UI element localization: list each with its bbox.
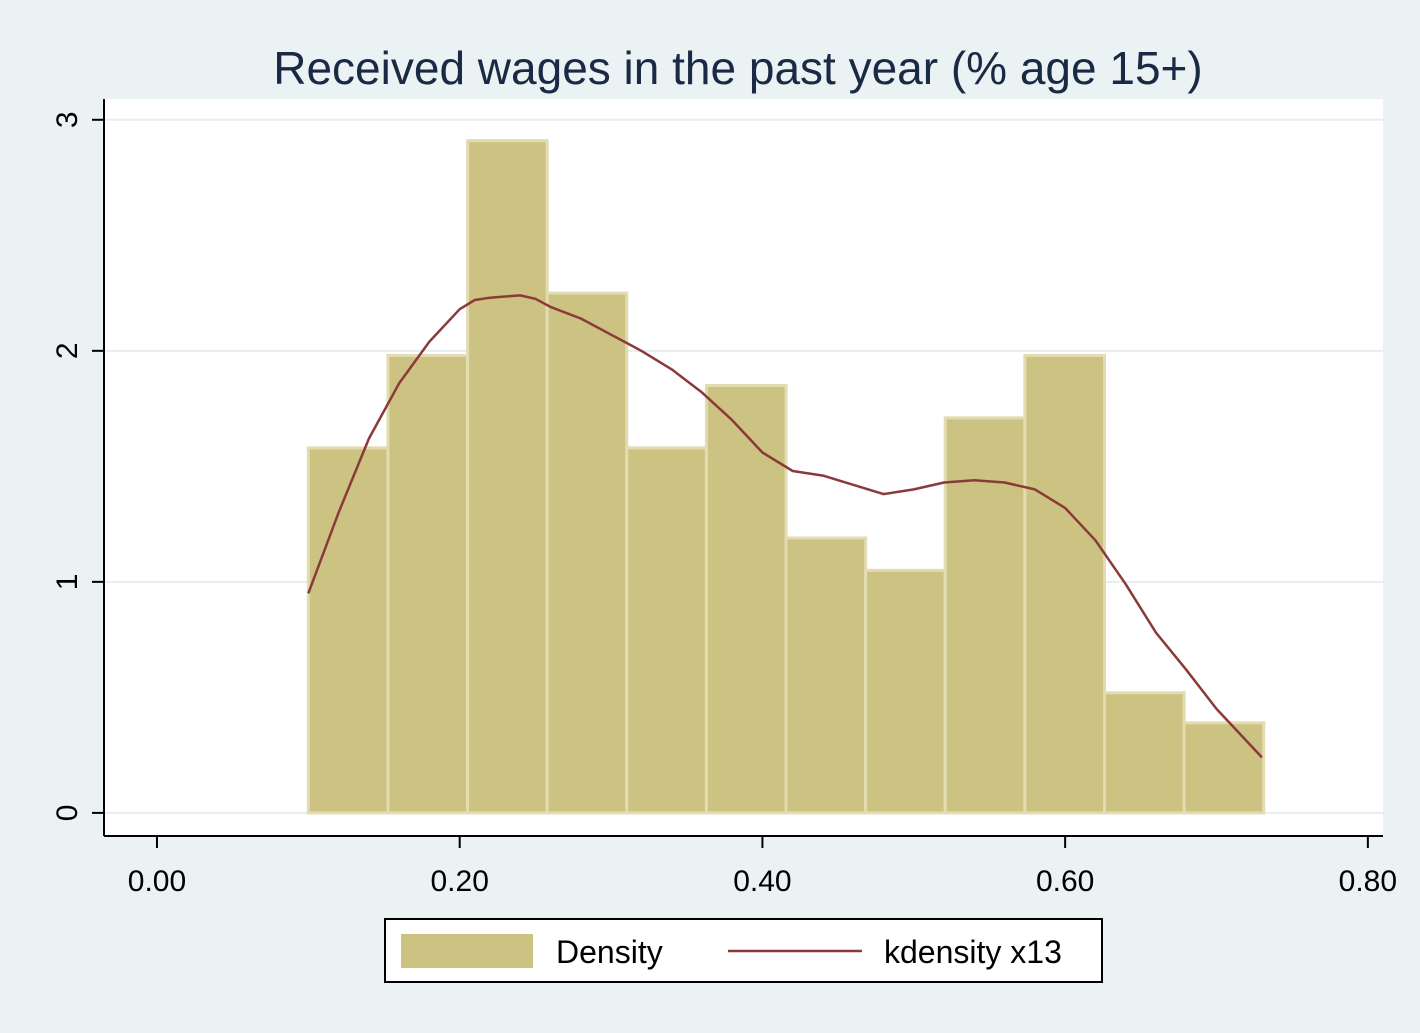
x-axis-ticks: 0.00 0.20 0.40 0.60 0.80 [128,836,1397,898]
kdensity-line-group [307,294,1263,759]
legend: Density kdensity x13 [384,918,1103,983]
x-tick-label-3: 0.60 [1036,865,1094,898]
kdensity-line [307,294,1263,759]
x-tick-label-4: 0.80 [1339,865,1397,898]
y-tick-label-1: 1 [51,574,84,591]
histogram-bar-5 [704,383,788,815]
y-tick-label-3: 3 [51,111,84,128]
y-axis-ticks: 0 1 2 3 [51,111,104,821]
histogram-bar-1 [386,353,470,815]
legend-density-swatch [401,934,533,968]
histogram-bar-8 [943,416,1027,815]
histogram-bar-2 [466,139,549,815]
histogram-bar-6 [784,536,868,815]
legend-kdensity-label: kdensity x13 [884,934,1062,970]
histogram-bar-3 [545,291,629,815]
y-tick-label-2: 2 [51,342,84,359]
histogram-bar-11 [1182,721,1266,815]
x-tick-label-2: 0.40 [733,865,791,898]
histogram-bar-9 [1023,353,1106,815]
histogram-bars [306,139,1266,815]
histogram-bar-0 [306,446,390,815]
histogram-bar-4 [625,446,708,815]
chart-title: Received wages in the past year (% age 1… [273,42,1202,94]
x-tick-label-1: 0.20 [431,865,489,898]
histogram-bar-10 [1102,691,1186,815]
legend-density-label: Density [556,934,663,970]
y-tick-label-0: 0 [51,805,84,822]
histogram-bar-7 [864,568,947,815]
x-tick-label-0: 0.00 [128,865,186,898]
